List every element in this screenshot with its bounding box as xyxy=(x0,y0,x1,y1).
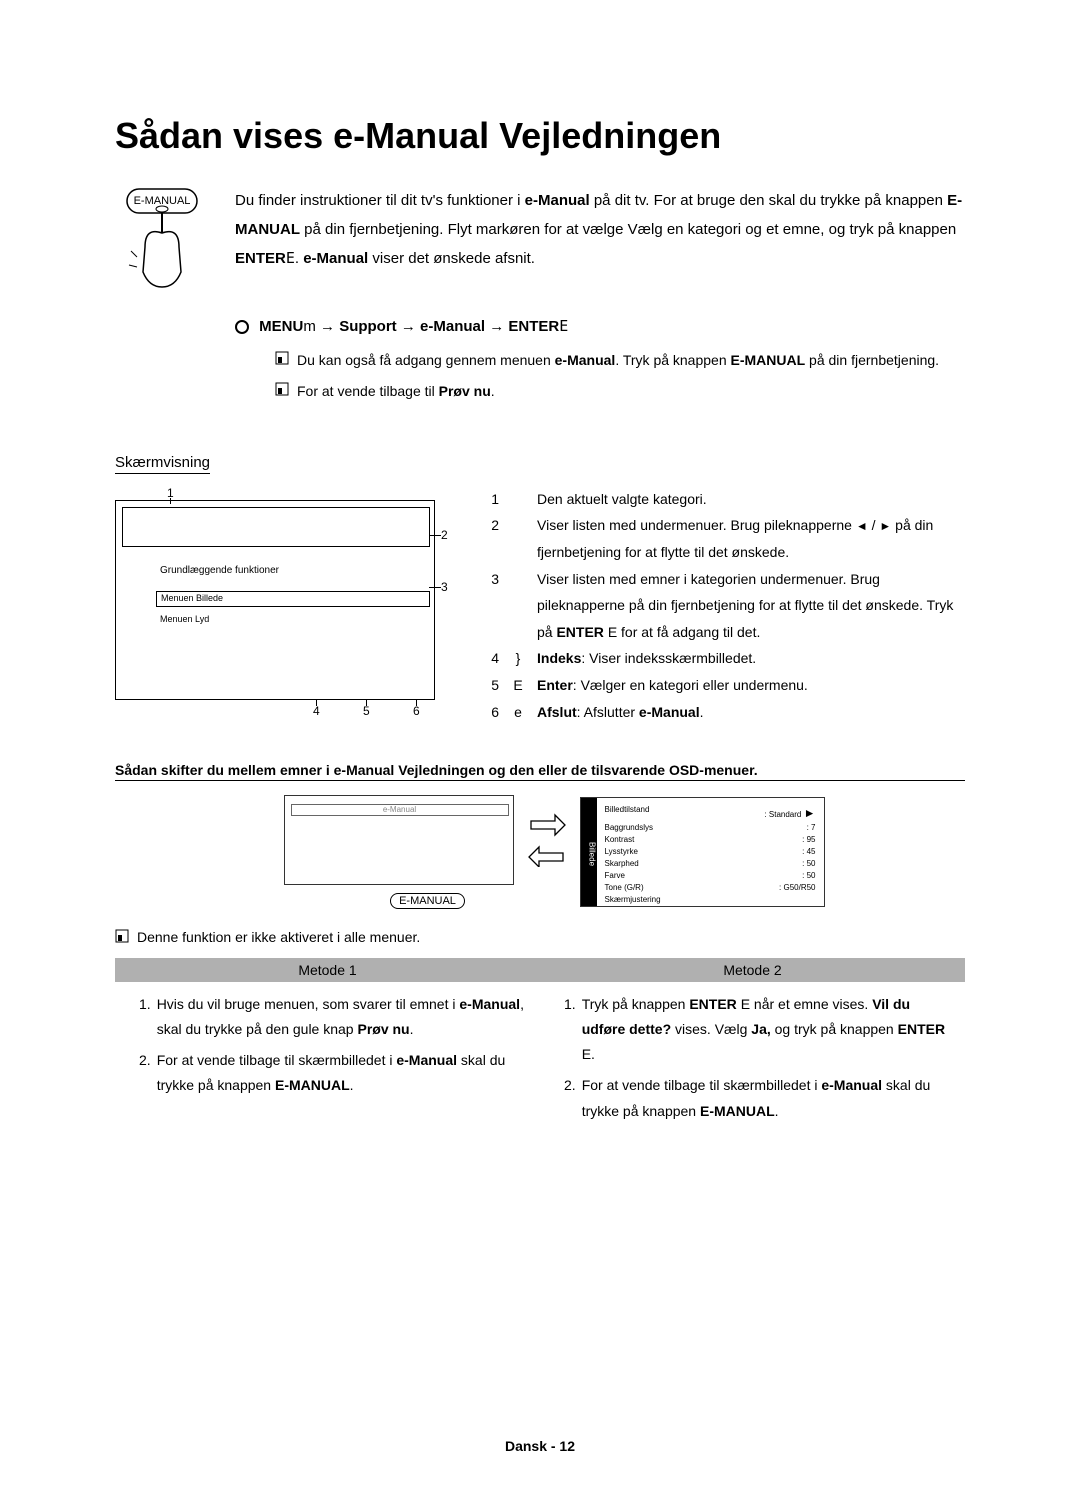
legend: 1Den aktuelt valgte kategori. 2 Viser li… xyxy=(485,486,965,726)
osd-right-panel: Billede Billedtilstand: Standard ► Baggr… xyxy=(580,797,825,907)
menu-path: MENUm → Support → e-Manual → ENTERE xyxy=(235,312,965,342)
remote-button-label: E-MANUAL xyxy=(134,195,191,207)
manual-page: Sådan vises e-Manual Vejledningen E-MANU… xyxy=(0,0,1080,1494)
note-icon xyxy=(275,348,289,373)
bottom-note: Denne funktion er ikke aktiveret i alle … xyxy=(115,929,965,946)
osd-left-panel: e-Manual xyxy=(284,795,514,885)
page-footer: Dansk - 12 xyxy=(0,1438,1080,1454)
remote-icon: E-MANUAL xyxy=(115,187,215,302)
circle-icon xyxy=(235,320,249,334)
note-2: For at vende tilbage til Prøv nu. xyxy=(275,379,965,404)
osd-link-heading: Sådan skifter du mellem emner i e-Manual… xyxy=(115,762,965,781)
methods-table: Metode 1 1. Hvis du vil bruge menuen, so… xyxy=(115,958,965,1140)
arrows-icon xyxy=(522,807,572,872)
screen-diagram-area: 1 Grundlæggende funktioner Menuen Billed… xyxy=(115,486,965,726)
intro-text: Du finder instruktioner til dit tv's fun… xyxy=(235,187,965,302)
note-icon xyxy=(275,379,289,404)
page-title: Sådan vises e-Manual Vejledningen xyxy=(115,115,965,157)
note-icon xyxy=(115,929,129,946)
method-2-header: Metode 2 xyxy=(540,958,965,982)
method-1-header: Metode 1 xyxy=(115,958,540,982)
diagram-label-6: 6 xyxy=(413,704,420,718)
screen-section-heading: Skærmvisning xyxy=(115,454,210,474)
intro-block: E-MANUAL Du finder instruktioner til dit… xyxy=(115,187,965,302)
diagram-label-3: 3 xyxy=(441,580,448,594)
diagram-label-5: 5 xyxy=(363,704,370,718)
e-manual-button-icon: E-MANUAL xyxy=(390,893,465,909)
screen-diagram: 1 Grundlæggende funktioner Menuen Billed… xyxy=(115,486,455,726)
osd-diagram: e-Manual E-MANUAL Billede Billedtilstand… xyxy=(115,795,965,909)
diagram-label-2: 2 xyxy=(441,528,448,542)
note-1: Du kan også få adgang gennem menuen e-Ma… xyxy=(275,348,965,373)
diagram-label-4: 4 xyxy=(313,704,320,718)
